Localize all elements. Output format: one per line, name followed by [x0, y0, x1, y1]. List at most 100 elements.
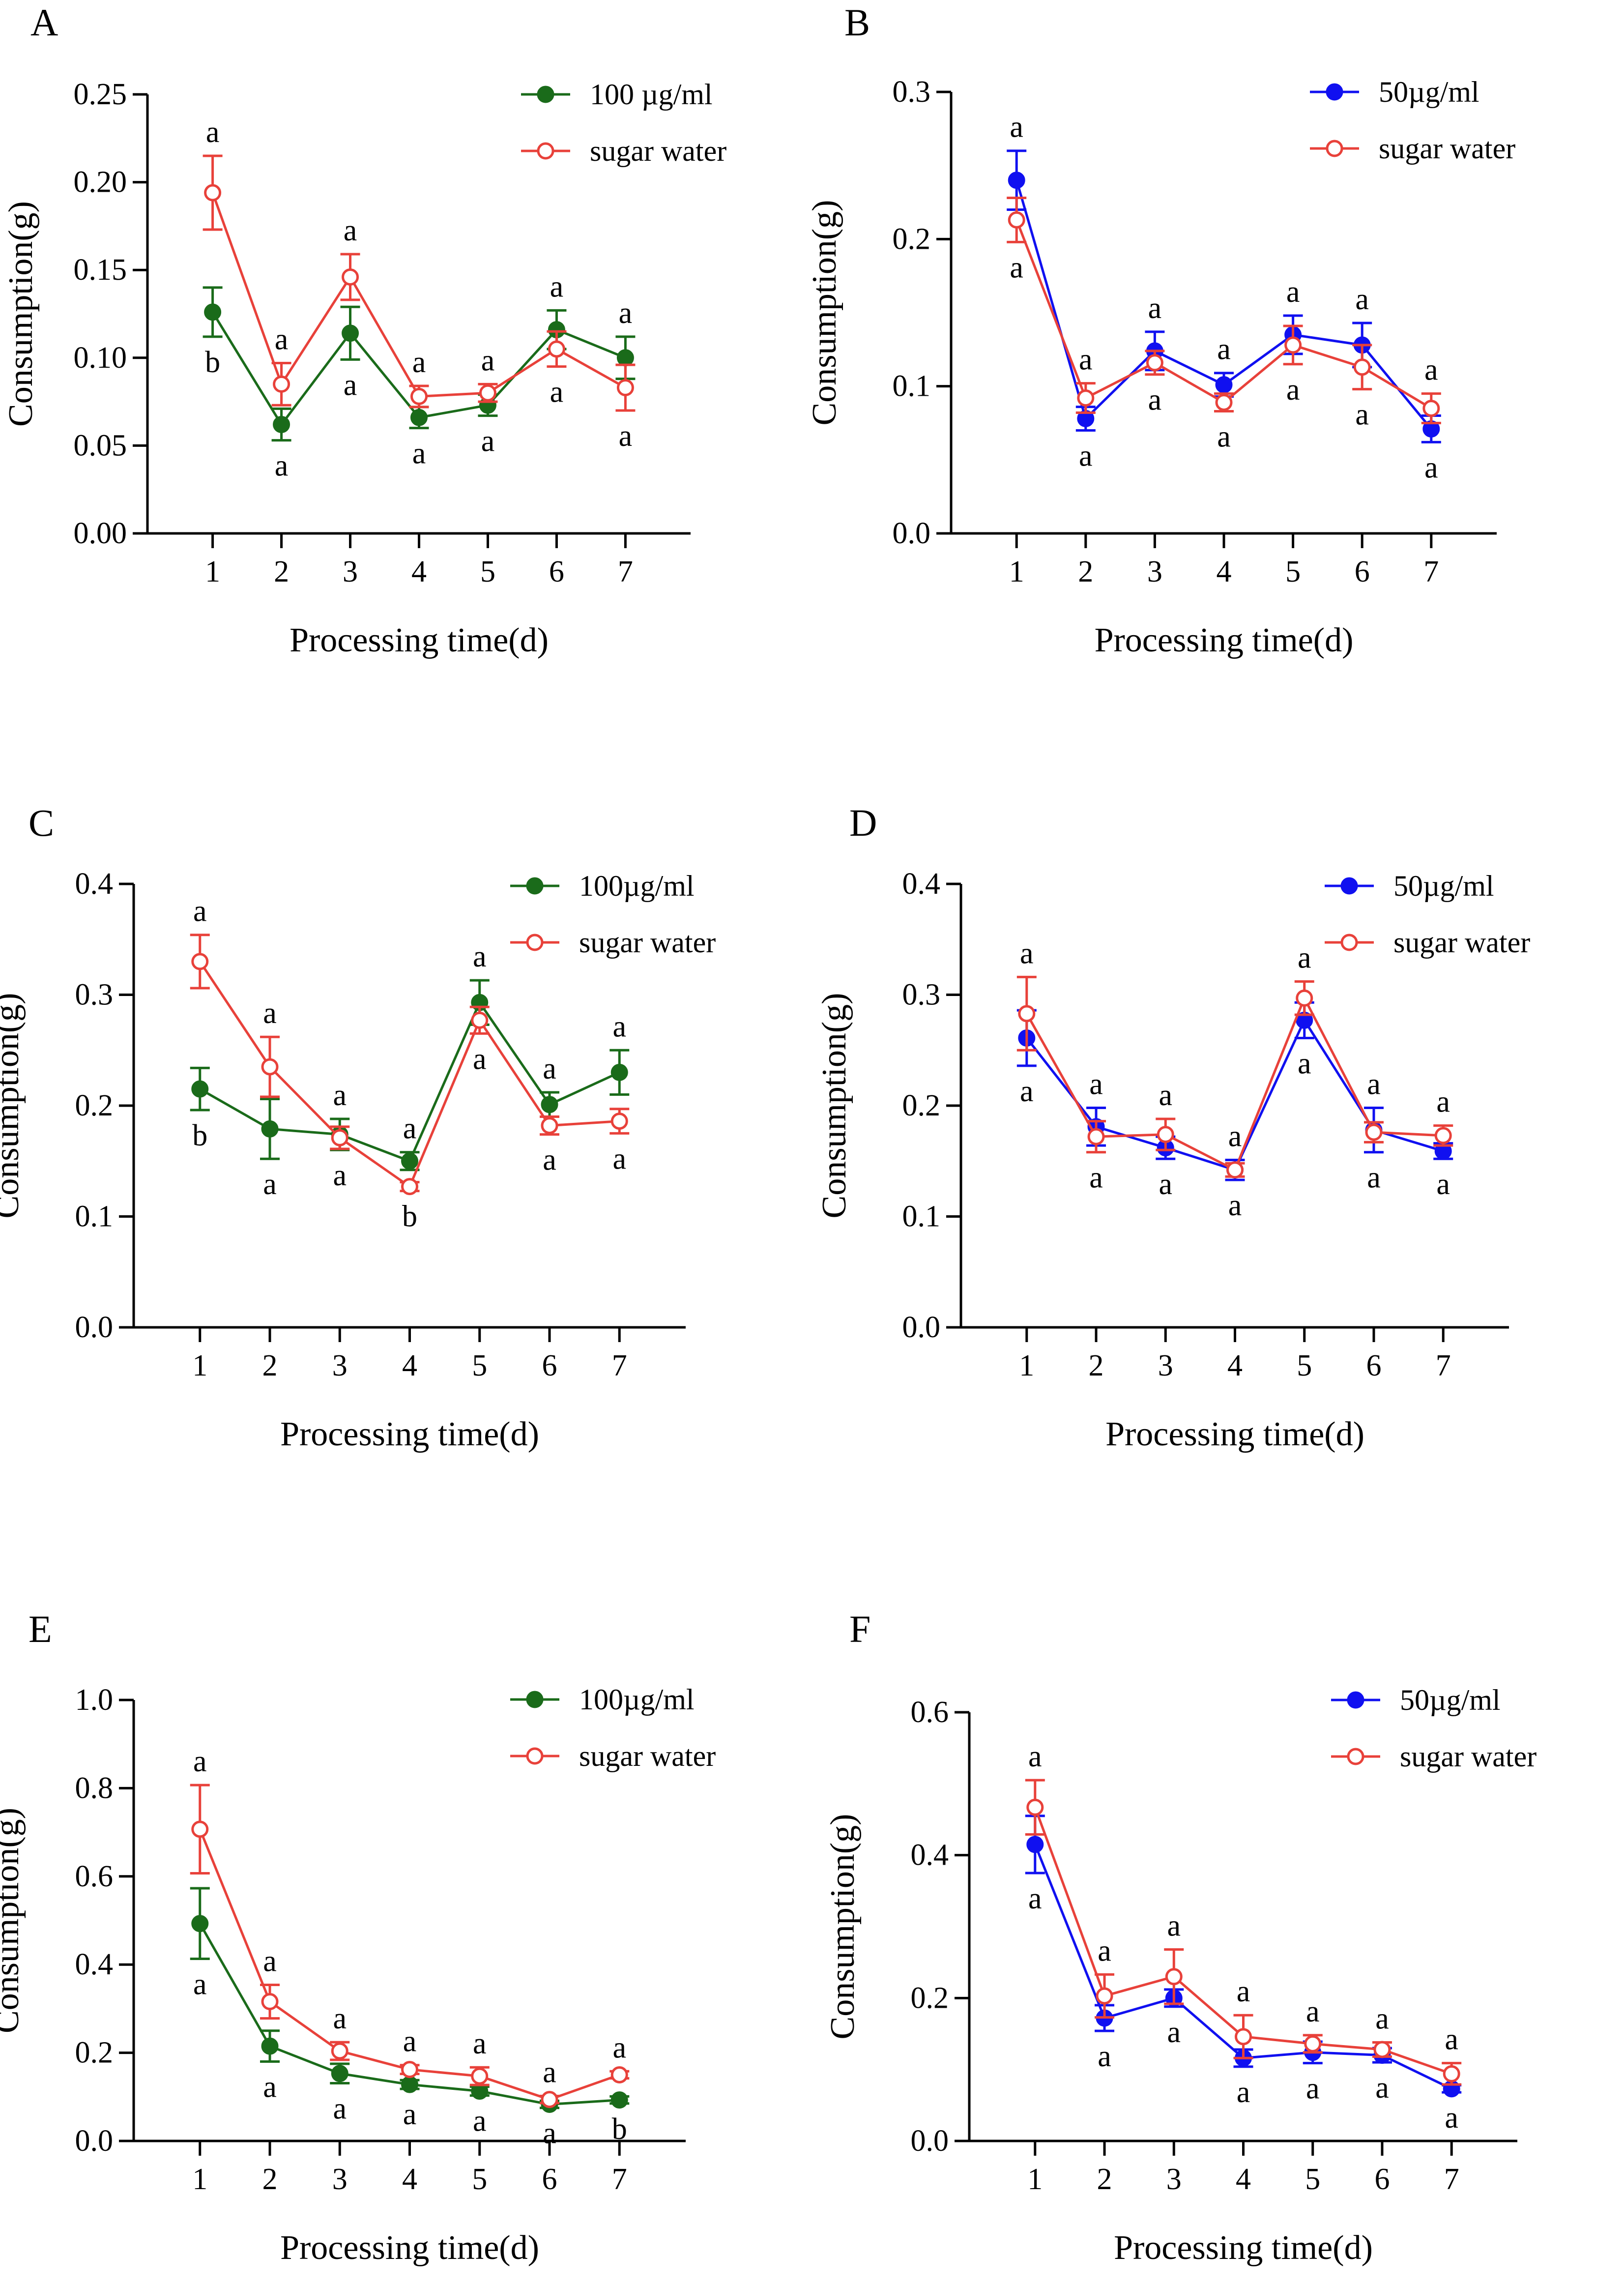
significance-letter-d: a — [1367, 1068, 1381, 1101]
legend-marker-f-0 — [1347, 1691, 1364, 1709]
data-point-b-1 — [1353, 358, 1371, 376]
data-point-f-1 — [1235, 2028, 1252, 2046]
significance-letter-b: a — [1010, 111, 1023, 144]
x-axis-title-f: Processing time(d) — [1114, 2229, 1373, 2267]
data-point-e-0 — [261, 2037, 279, 2055]
significance-letter-d: a — [1367, 1161, 1381, 1195]
legend-label-e-0: 100µg/ml — [579, 1683, 695, 1716]
significance-letter-e: a — [403, 2025, 417, 2058]
significance-letter-d: a — [1020, 937, 1034, 970]
significance-letter-c: a — [263, 996, 277, 1030]
y-tick-label-d: 0.2 — [902, 1089, 941, 1122]
significance-letter-c: a — [473, 940, 487, 973]
data-point-b-1 — [1215, 394, 1233, 411]
data-point-c-1 — [261, 1058, 279, 1076]
significance-letter-d: a — [1159, 1168, 1173, 1201]
significance-letter-c: a — [333, 1079, 347, 1112]
y-tick-label-a: 0.15 — [74, 253, 127, 287]
significance-letter-f: a — [1375, 2071, 1389, 2105]
y-tick-label-e: 0.2 — [75, 2036, 114, 2070]
data-point-d-1 — [1157, 1126, 1174, 1143]
y-tick-label-a: 0.20 — [74, 166, 127, 199]
significance-letter-d: a — [1436, 1085, 1450, 1119]
data-point-f-1 — [1026, 1798, 1044, 1816]
y-tick-label-f: 0.0 — [911, 2124, 949, 2158]
data-point-a-0 — [616, 349, 634, 367]
x-tick-label-c: 6 — [542, 1349, 557, 1382]
significance-letter-d: a — [1020, 1075, 1034, 1108]
data-point-a-1 — [616, 379, 634, 397]
data-point-d-1 — [1296, 989, 1313, 1007]
significance-letter-c: b — [192, 1119, 207, 1152]
x-tick-label-a: 2 — [274, 555, 289, 588]
panel-label-f: F — [849, 1608, 870, 1650]
significance-letter-c: a — [612, 1142, 626, 1175]
x-tick-label-f: 4 — [1236, 2163, 1251, 2196]
data-point-a-0 — [342, 324, 359, 342]
x-tick-label-b: 1 — [1009, 555, 1024, 588]
panel-label-e: E — [29, 1608, 52, 1650]
panel-label-c: C — [29, 801, 54, 844]
x-tick-label-f: 2 — [1097, 2163, 1112, 2196]
significance-letter-e: a — [543, 2056, 556, 2089]
significance-letter-d: a — [1228, 1189, 1242, 1222]
x-tick-label-a: 7 — [618, 555, 633, 588]
legend-label-b-1: sugar water — [1379, 132, 1515, 165]
data-point-f-1 — [1443, 2065, 1460, 2082]
legend-label-f-0: 50µg/ml — [1400, 1684, 1501, 1716]
significance-letter-f: a — [1375, 2002, 1389, 2035]
x-tick-label-e: 1 — [192, 2163, 207, 2196]
y-tick-label-b: 0.1 — [893, 370, 931, 403]
significance-letter-b: a — [1355, 283, 1369, 316]
x-tick-label-c: 3 — [332, 1349, 348, 1382]
x-tick-label-d: 7 — [1436, 1349, 1451, 1382]
data-point-e-0 — [191, 1915, 209, 1933]
data-point-f-1 — [1096, 1987, 1113, 2005]
significance-letter-d: a — [1089, 1068, 1103, 1101]
x-tick-label-f: 3 — [1166, 2163, 1182, 2196]
y-axis-title-a: Consumption(g) — [2, 201, 40, 427]
y-axis-title-c: Consumption(g) — [0, 993, 26, 1219]
significance-letter-d: a — [1436, 1168, 1450, 1201]
data-point-d-1 — [1434, 1127, 1452, 1144]
data-point-c-0 — [261, 1120, 279, 1138]
significance-letter-e: a — [333, 2092, 347, 2125]
y-tick-label-e: 0.8 — [75, 1771, 114, 1805]
y-axis-title-b: Consumption(g) — [806, 200, 843, 426]
x-tick-label-c: 1 — [192, 1349, 207, 1382]
x-tick-label-a: 4 — [411, 555, 427, 588]
y-tick-label-c: 0.4 — [75, 867, 114, 901]
data-point-a-0 — [204, 303, 222, 321]
x-tick-label-a: 6 — [549, 555, 564, 588]
x-tick-label-c: 4 — [402, 1349, 417, 1382]
x-tick-label-a: 3 — [343, 555, 358, 588]
y-tick-label-b: 0.0 — [893, 517, 931, 550]
y-tick-label-d: 0.0 — [902, 1311, 941, 1344]
significance-letter-a: a — [275, 449, 289, 483]
x-tick-label-e: 7 — [612, 2163, 627, 2196]
x-tick-label-a: 1 — [205, 555, 220, 588]
x-axis-title-d: Processing time(d) — [1105, 1415, 1364, 1453]
significance-letter-f: a — [1237, 2076, 1250, 2109]
significance-letter-f: a — [1028, 1740, 1042, 1773]
significance-letter-d: a — [1298, 941, 1311, 974]
significance-letter-c: b — [402, 1200, 417, 1233]
significance-letter-e: a — [263, 2071, 277, 2104]
data-point-b-1 — [1146, 354, 1163, 372]
significance-letter-a: a — [481, 344, 495, 377]
significance-letter-c: a — [333, 1159, 347, 1192]
data-point-e-0 — [610, 2091, 628, 2109]
legend-marker-a-0 — [537, 86, 554, 103]
legend-label-f-1: sugar water — [1400, 1740, 1537, 1773]
significance-letter-c: a — [543, 1143, 556, 1177]
significance-letter-e: a — [403, 2098, 417, 2131]
legend-marker-f-1 — [1347, 1748, 1364, 1765]
significance-letter-b: a — [1079, 343, 1093, 377]
significance-letter-f: a — [1445, 2101, 1458, 2135]
x-tick-label-e: 5 — [472, 2163, 487, 2196]
x-tick-label-f: 7 — [1444, 2163, 1459, 2196]
data-point-d-1 — [1087, 1128, 1105, 1145]
significance-letter-a: a — [550, 270, 564, 303]
significance-letter-b: a — [1148, 383, 1162, 417]
data-point-a-1 — [273, 375, 290, 393]
